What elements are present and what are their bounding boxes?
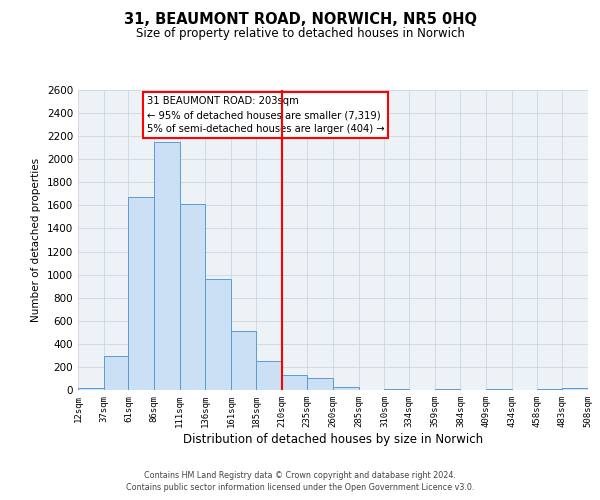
Bar <box>333 386 359 390</box>
Bar <box>307 378 333 390</box>
Bar <box>78 388 104 390</box>
Y-axis label: Number of detached properties: Number of detached properties <box>31 158 41 322</box>
Bar <box>128 198 154 390</box>
Bar <box>154 142 180 390</box>
X-axis label: Distribution of detached houses by size in Norwich: Distribution of detached houses by size … <box>183 432 483 446</box>
Bar <box>104 356 128 390</box>
Bar <box>281 375 307 390</box>
Bar <box>562 388 588 390</box>
Bar <box>231 331 256 390</box>
Text: Size of property relative to detached houses in Norwich: Size of property relative to detached ho… <box>136 28 464 40</box>
Bar <box>205 279 231 390</box>
Text: 31 BEAUMONT ROAD: 203sqm
← 95% of detached houses are smaller (7,319)
5% of semi: 31 BEAUMONT ROAD: 203sqm ← 95% of detach… <box>147 96 385 134</box>
Bar <box>256 360 281 390</box>
Bar <box>385 389 409 390</box>
Text: Contains HM Land Registry data © Crown copyright and database right 2024.
Contai: Contains HM Land Registry data © Crown c… <box>126 471 474 492</box>
Bar <box>180 204 205 390</box>
Text: 31, BEAUMONT ROAD, NORWICH, NR5 0HQ: 31, BEAUMONT ROAD, NORWICH, NR5 0HQ <box>124 12 476 28</box>
